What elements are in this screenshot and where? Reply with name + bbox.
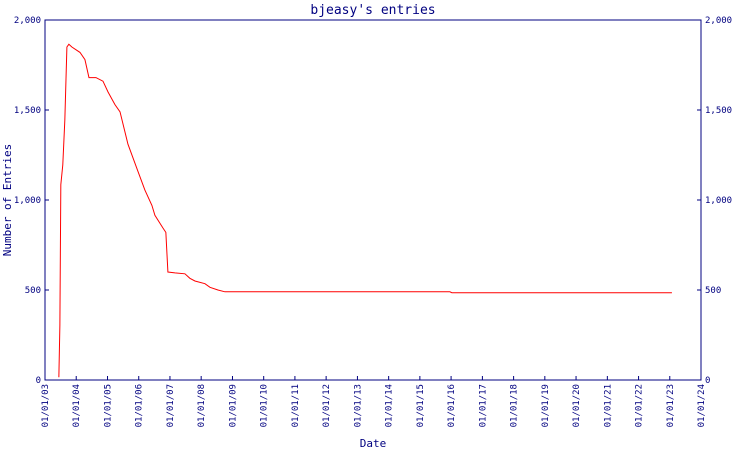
chart-title: bjeasy's entries [310, 3, 435, 18]
x-axis-title: Date [360, 437, 387, 450]
x-tick-label: 01/01/20 [572, 384, 582, 427]
x-tick-label: 01/01/08 [197, 384, 207, 427]
y-tick-label: 0 [36, 376, 41, 386]
x-tick-label: 01/01/13 [353, 384, 363, 427]
x-tick-label: 01/01/12 [322, 384, 332, 427]
y-tick-label: 2,000 [14, 16, 41, 26]
plot-frame [44, 19, 702, 381]
x-tick-label: 01/01/04 [72, 384, 82, 427]
x-tick-label: 01/01/03 [41, 384, 51, 427]
line-series [58, 43, 672, 378]
x-tick-label: 01/01/17 [478, 384, 488, 427]
y-tick-label: 1,000 [14, 196, 41, 206]
x-tick-label: 01/01/09 [228, 384, 238, 427]
x-tick-label: 01/01/15 [416, 384, 426, 427]
y-axis-title: Number of Entries [1, 144, 14, 257]
x-tick-label: 01/01/21 [603, 384, 613, 427]
x-tick-label: 01/01/23 [666, 384, 676, 427]
y2-tick-label: 500 [705, 286, 721, 296]
x-tick-label: 01/01/14 [385, 384, 395, 427]
x-tick-label: 01/01/07 [166, 384, 176, 427]
x-tick-label: 01/01/18 [510, 384, 520, 427]
x-tick-label: 01/01/16 [447, 384, 457, 427]
x-tick-label: 01/01/24 [697, 384, 707, 427]
y-tick-label: 1,500 [14, 106, 41, 116]
x-tick-label: 01/01/22 [635, 384, 645, 427]
x-tick-label: 01/01/06 [135, 384, 145, 427]
y2-tick-label: 1,500 [705, 106, 732, 116]
x-tick-label: 01/01/11 [291, 384, 301, 427]
y-tick-label: 500 [25, 286, 41, 296]
x-tick-label: 01/01/19 [541, 384, 551, 427]
y2-tick-label: 2,000 [705, 16, 732, 26]
x-tick-label: 01/01/05 [104, 384, 114, 427]
x-tick-label: 01/01/10 [260, 384, 270, 427]
y2-tick-label: 1,000 [705, 196, 732, 206]
y2-tick-label: 0 [705, 376, 710, 386]
